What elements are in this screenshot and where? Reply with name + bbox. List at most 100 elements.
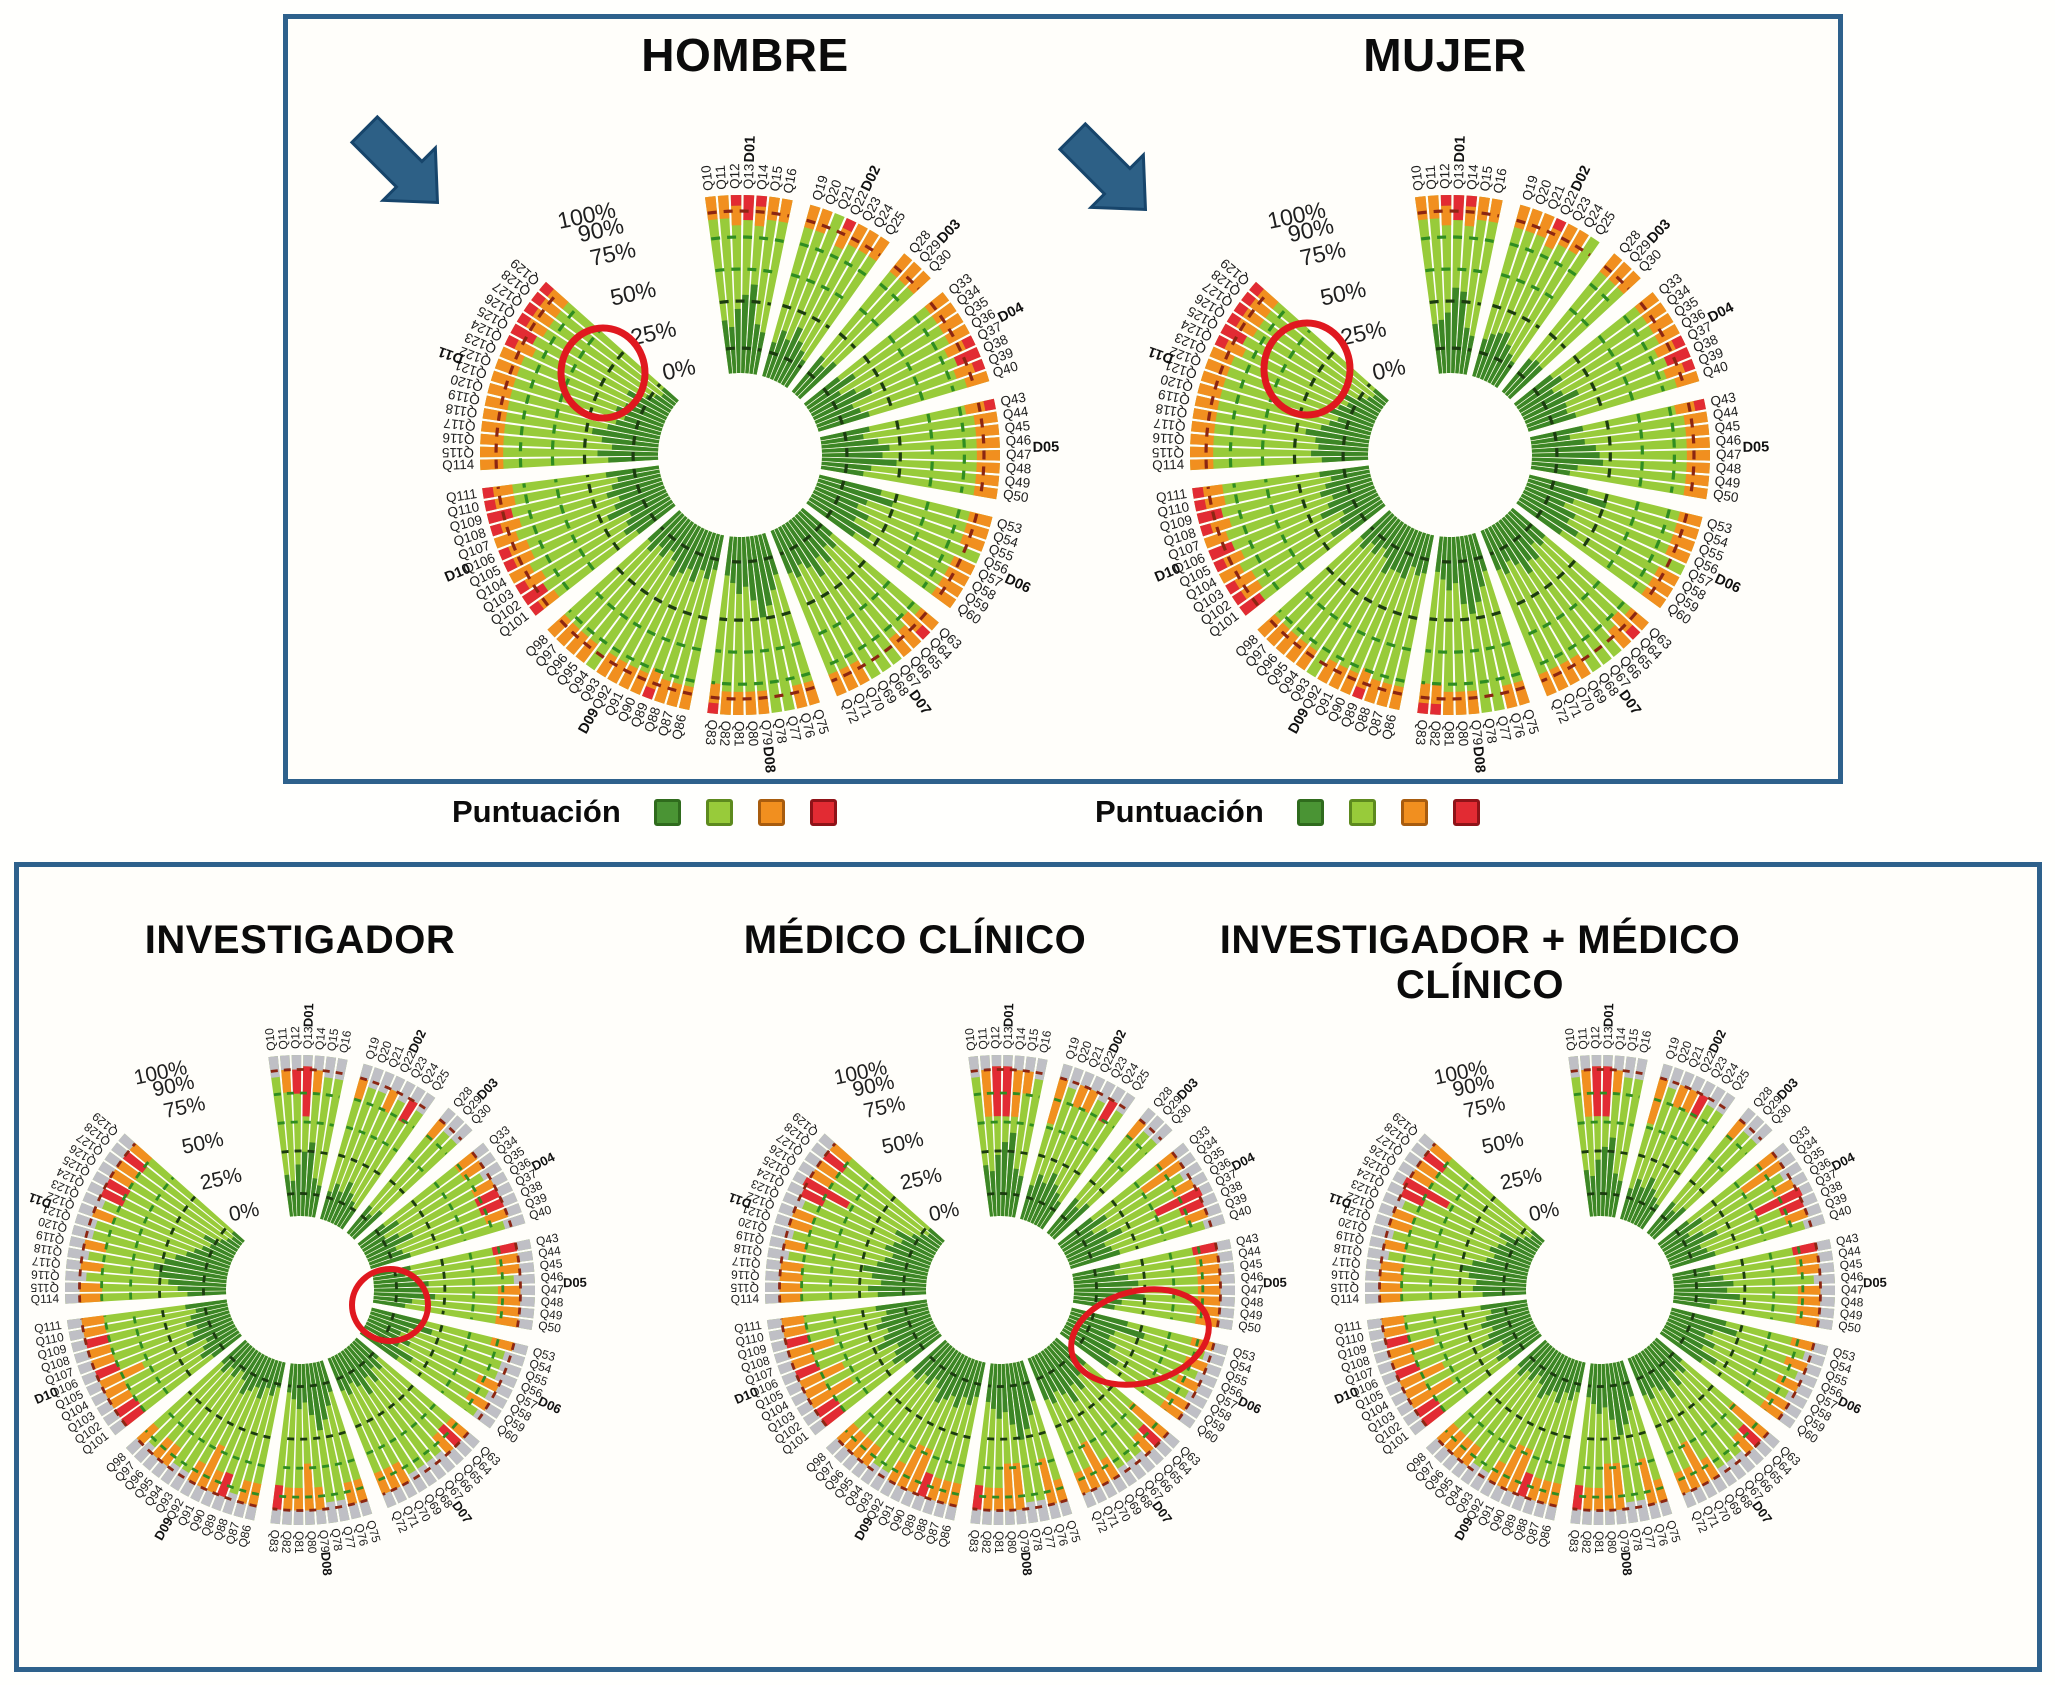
bar-cap-Q21 <box>1072 1084 1089 1109</box>
reference-arc <box>1435 346 1472 352</box>
question-label-Q16: Q16 <box>780 167 799 195</box>
question-label-Q11: Q11 <box>975 1027 990 1050</box>
reference-arc <box>1419 685 1525 701</box>
reference-arc <box>842 431 849 474</box>
bar-cap-Q119 <box>83 1239 108 1253</box>
bar-Q47 <box>821 452 883 459</box>
question-label-Q49: Q49 <box>1839 1306 1863 1322</box>
bar-Q14 <box>1455 291 1468 374</box>
bar-cap-Q71 <box>1549 665 1569 692</box>
bar-cap-Q48 <box>1819 1296 1835 1307</box>
bar-bg-Q19 <box>1472 204 1531 378</box>
bar-Q102 <box>623 499 674 536</box>
bar-cap-Q19 <box>804 204 821 230</box>
question-label-Q86: Q86 <box>1379 713 1399 741</box>
bar-Q120 <box>174 1254 229 1273</box>
bar-cap-Q63 <box>1624 607 1649 631</box>
bar-cap-Q90 <box>900 1489 916 1507</box>
scale-tick-50: 50% <box>880 1128 926 1159</box>
bar-cap-Q72 <box>828 670 847 697</box>
question-label-Q111: Q111 <box>733 1318 763 1336</box>
labels-group: Q10Q11Q12Q13Q14Q15Q16D01Q19Q20Q21Q22Q23Q… <box>727 1003 1287 1576</box>
bar-Q109 <box>190 1306 229 1320</box>
question-label-Q115: Q115 <box>30 1281 59 1295</box>
bar-cap-Q117 <box>765 1259 782 1270</box>
bar-cap-Q77 <box>1636 1499 1650 1522</box>
question-label-Q80: Q80 <box>304 1530 319 1554</box>
question-label-Q117: Q117 <box>443 415 477 433</box>
bar-cap-Q81 <box>733 691 744 716</box>
bar-bg-Q75 <box>1472 533 1530 706</box>
bar-cap-Q20 <box>815 208 833 234</box>
question-label-Q53: Q53 <box>1831 1345 1857 1364</box>
bar-cap-Q98 <box>1436 1423 1459 1445</box>
bar-bg-Q56 <box>1524 486 1691 564</box>
domain-label-D06: D06 <box>1836 1393 1864 1417</box>
bar-cap-Q37 <box>1754 1187 1803 1217</box>
question-label-Q75: Q75 <box>1063 1519 1083 1545</box>
reference-arc <box>977 1120 1034 1127</box>
question-label-Q43: Q43 <box>999 389 1027 409</box>
bar-cap-Q86 <box>944 1504 957 1521</box>
bar-cap-Q80 <box>1605 1510 1615 1525</box>
domain-label-D05: D05 <box>1742 439 1769 456</box>
bar-cap-Q119 <box>1383 1239 1408 1253</box>
bar-cap-Q77 <box>1036 1499 1050 1522</box>
bar-bg-Q86 <box>244 1361 286 1521</box>
bar-cap-Q83 <box>270 1508 282 1525</box>
question-label-Q48: Q48 <box>1840 1294 1864 1309</box>
bar-Q82 <box>730 536 738 584</box>
bar-cap-Q86 <box>678 685 694 710</box>
bar-cap-Q121 <box>1200 370 1226 388</box>
question-label-Q80: Q80 <box>1604 1530 1619 1554</box>
bar-cap-Q104 <box>791 1391 809 1407</box>
bar-cap-Q115 <box>1189 446 1214 458</box>
bar-Q107 <box>1491 1313 1531 1332</box>
bar-Q115 <box>868 1285 927 1292</box>
reference-arc <box>1516 371 1530 384</box>
bar-cap-Q127 <box>1233 302 1249 317</box>
polar-chart-hombre: Q10 Q11 Q12 Q13 Q14 Q15 Q16 D01 Q19 Q20 Q21 Q22 Q23 Q… <box>380 95 1100 815</box>
reference-arc <box>912 314 955 392</box>
bar-cap-Q63 <box>1728 1401 1769 1439</box>
bar-cap-Q48 <box>1686 462 1710 474</box>
question-label-Q81: Q81 <box>1442 721 1457 747</box>
bar-cap-Q43 <box>1674 401 1696 415</box>
bar-cap-Q107 <box>1391 1353 1416 1370</box>
bar-Q58 <box>1663 1324 1704 1350</box>
bar-cap-Q120 <box>487 382 513 399</box>
bar-cap-Q34 <box>1641 302 1667 324</box>
bar-Q111 <box>605 465 660 478</box>
reference-arc <box>1133 1181 1167 1242</box>
bar-cap-Q110 <box>68 1329 85 1342</box>
bar-cap-Q111 <box>66 1318 83 1330</box>
bar-Q80 <box>741 536 749 587</box>
bar-Q111 <box>185 1299 228 1310</box>
bar-cap-Q43 <box>1191 1242 1218 1256</box>
reference-arc <box>353 1097 415 1129</box>
bar-cap-Q28 <box>425 1119 447 1142</box>
bar-bg-Q35 <box>1062 1161 1202 1253</box>
bar-Q88 <box>1564 1359 1579 1394</box>
bar-cap-Q117 <box>1380 1261 1404 1273</box>
question-label-Q87: Q87 <box>223 1520 243 1546</box>
bar-cap-Q103 <box>524 570 547 589</box>
bar-Q21 <box>1479 332 1504 380</box>
question-label-Q40: Q40 <box>527 1202 553 1222</box>
question-label-Q80: Q80 <box>1455 720 1471 746</box>
domain-label-D01: D01 <box>1452 136 1469 163</box>
bar-cap-Q60 <box>1159 1400 1184 1420</box>
question-label-Q13: Q13 <box>741 163 757 189</box>
bar-cap-Q88 <box>927 1476 943 1501</box>
score-light-green-swatch <box>705 798 733 826</box>
bar-Q48 <box>1673 1292 1740 1300</box>
bar-cap-Q72 <box>1682 1491 1697 1509</box>
bar-cap-Q11 <box>1581 1069 1593 1117</box>
bar-cap-Q76 <box>1048 1502 1061 1520</box>
reference-arc <box>707 209 790 218</box>
bar-cap-Q92 <box>1317 658 1338 684</box>
scale-tick-0: 0% <box>927 1198 961 1227</box>
bar-Q56 <box>1667 1318 1706 1338</box>
bar-Q103 <box>626 496 671 526</box>
bar-Q75 <box>1619 1360 1635 1397</box>
